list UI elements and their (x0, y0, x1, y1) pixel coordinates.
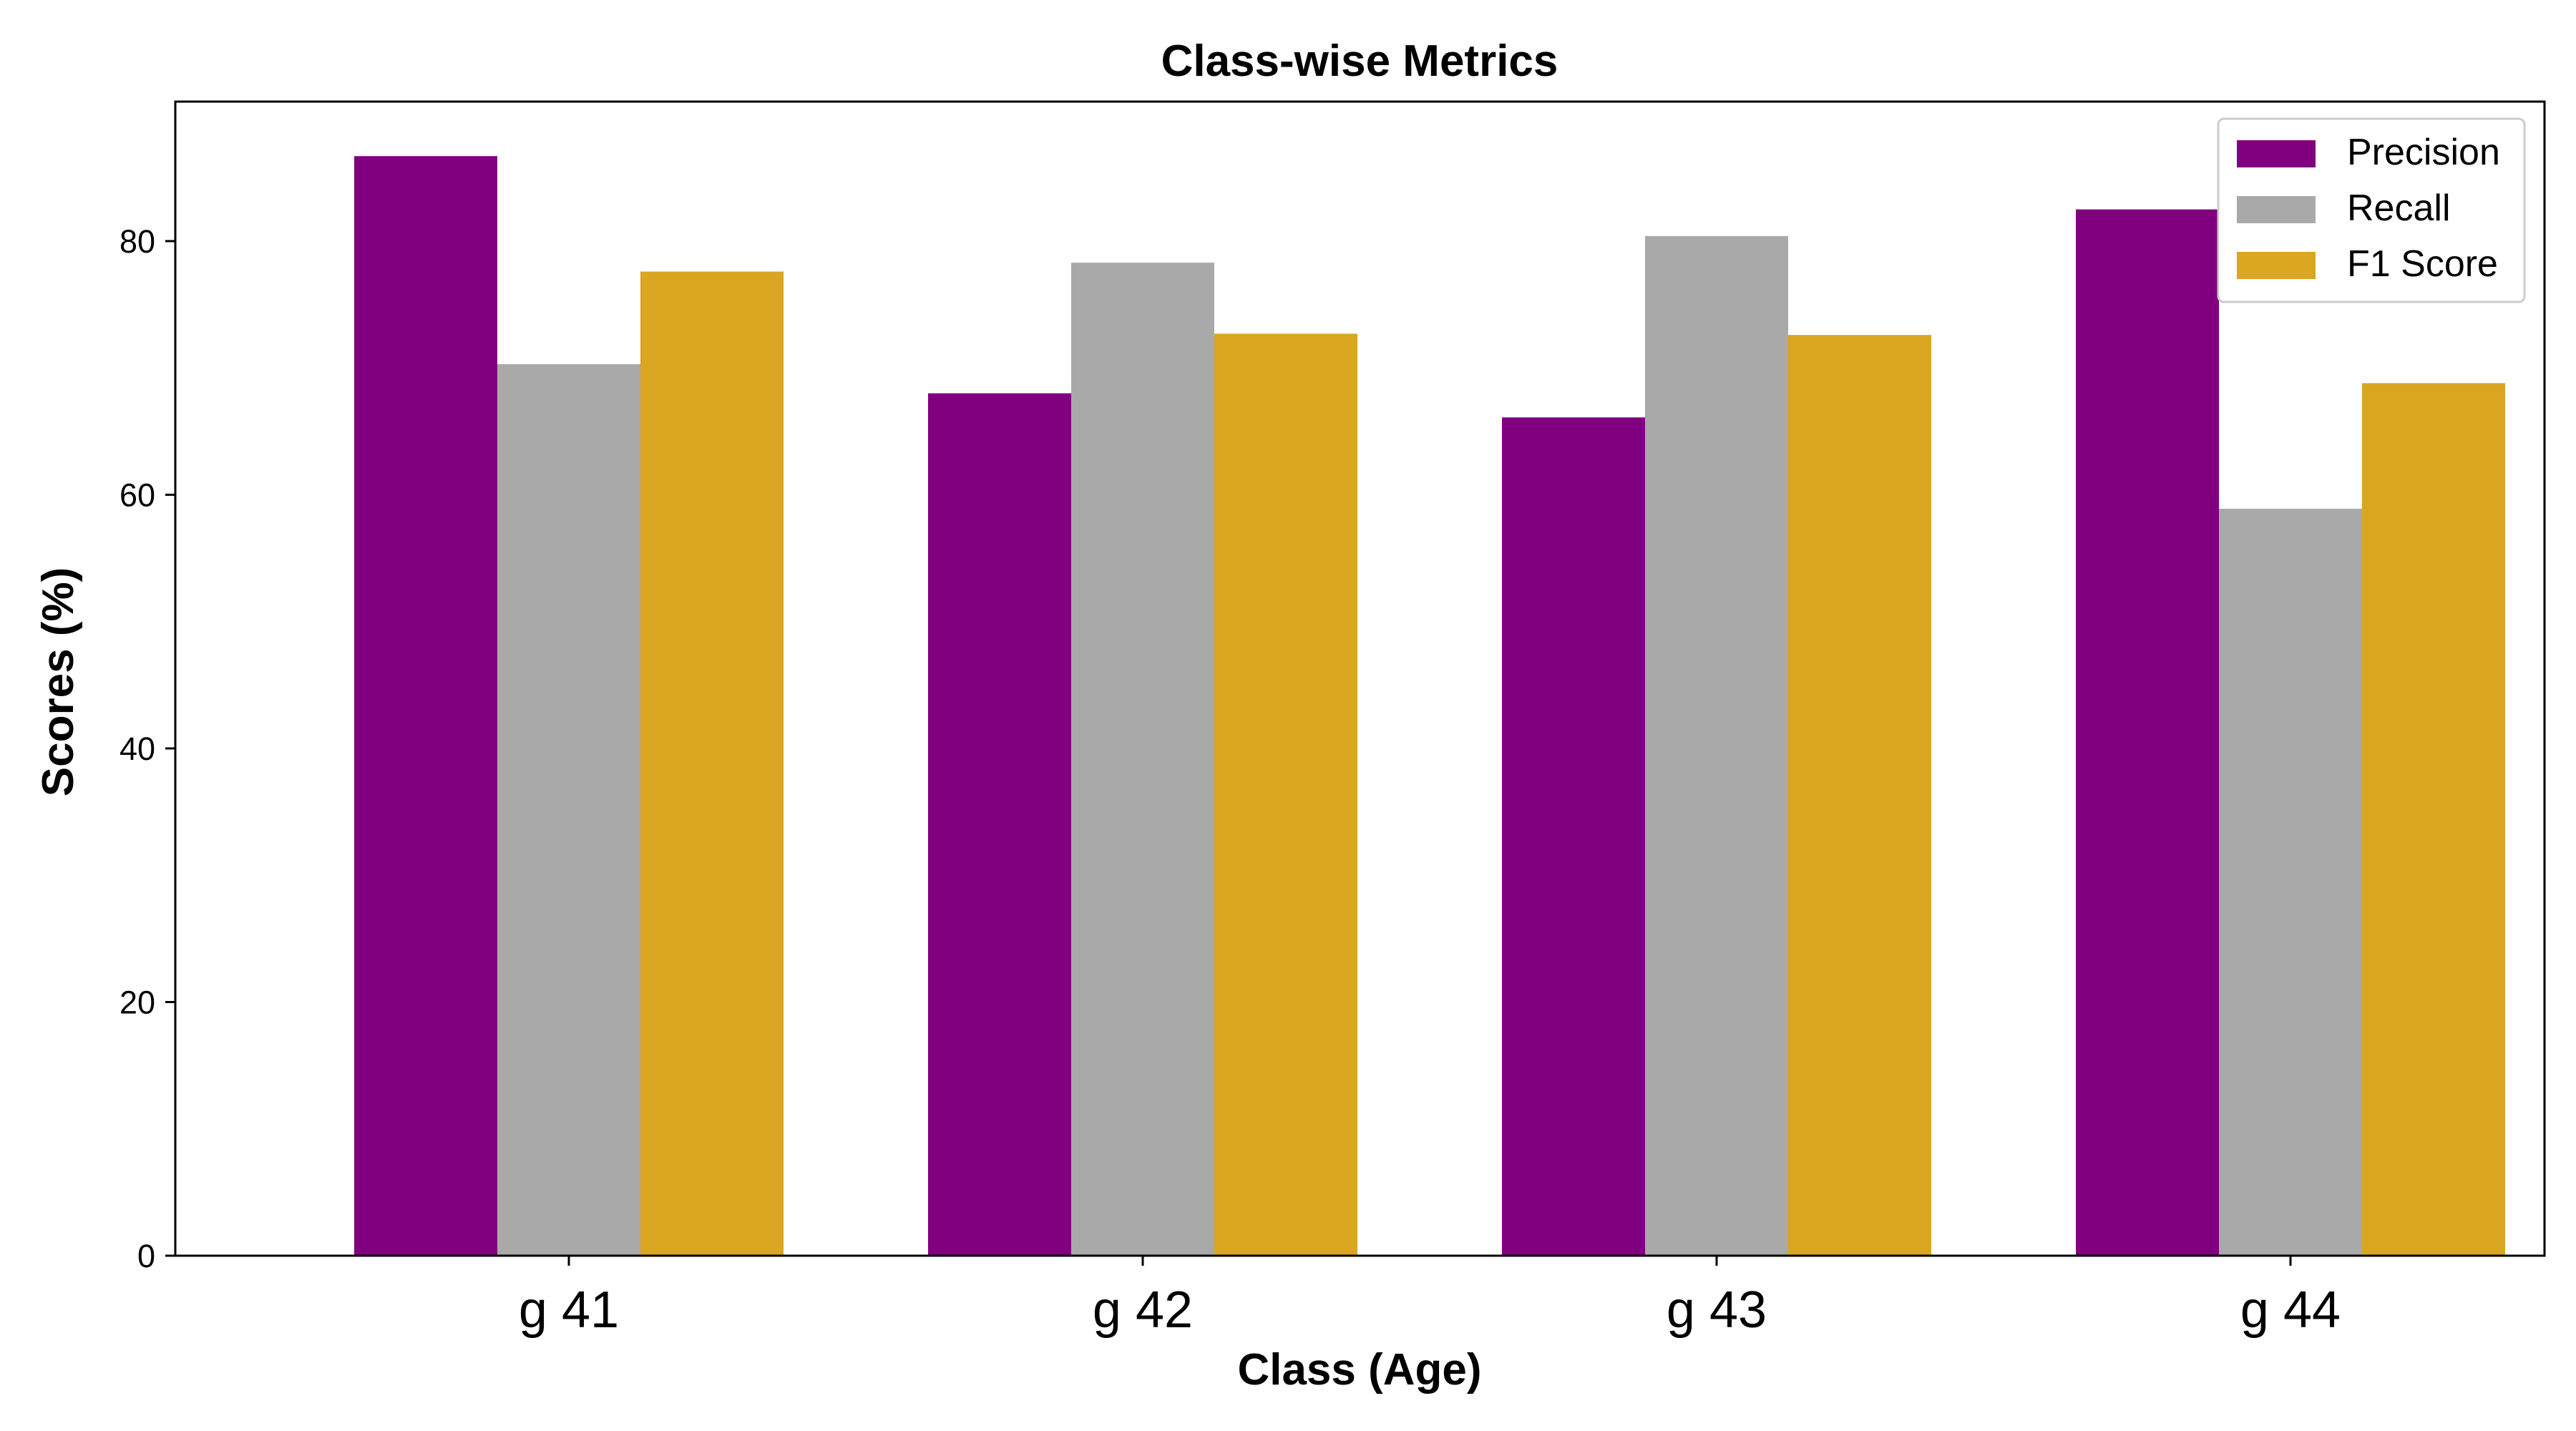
y-axis-ticks: 0 20 40 60 80 (119, 223, 175, 1274)
legend: Precision Recall F1 Score (2217, 117, 2526, 303)
bar-recall-g-42 (1071, 263, 1214, 1256)
bar-precision-g-42 (928, 393, 1071, 1256)
bar-recall-g-44 (2219, 508, 2362, 1256)
legend-swatch-f1-score (2237, 252, 2316, 279)
y-tick-label: 80 (119, 223, 155, 260)
bar-precision-g-44 (2076, 209, 2219, 1256)
x-axis-ticks: g 41 g 42 g 43 g 44 (519, 1256, 2341, 1339)
legend-label-f1-score: F1 Score (2347, 243, 2498, 285)
legend-swatch-recall (2237, 196, 2316, 223)
y-tick-label: 0 (137, 1238, 155, 1274)
legend-swatch-precision (2237, 140, 2316, 167)
bars-layer (354, 156, 2505, 1256)
x-tick-label: g 43 (1667, 1281, 1767, 1339)
bar-f1-score-g-43 (1788, 335, 1931, 1256)
y-tick-label: 60 (119, 477, 155, 513)
x-tick-label: g 44 (2240, 1281, 2341, 1339)
bar-recall-g-41 (497, 363, 640, 1256)
bar-f1-score-g-41 (640, 271, 784, 1256)
bar-f1-score-g-44 (2362, 383, 2505, 1256)
legend-label-precision: Precision (2347, 132, 2500, 173)
y-tick-label: 20 (119, 984, 155, 1020)
y-axis-label: Scores (%) (34, 567, 83, 796)
bar-precision-g-41 (354, 156, 497, 1256)
bar-precision-g-43 (1502, 417, 1645, 1256)
y-tick-label: 40 (119, 731, 155, 767)
x-tick-label: g 41 (519, 1281, 619, 1339)
chart-title: Class-wise Metrics (1161, 36, 1558, 86)
plot-area-frame (174, 100, 2546, 1257)
bar-recall-g-43 (1645, 235, 1788, 1256)
legend-label-recall: Recall (2347, 187, 2451, 229)
x-tick-label: g 42 (1093, 1281, 1193, 1339)
bar-f1-score-g-42 (1214, 333, 1357, 1256)
x-axis-label: Class (Age) (1237, 1345, 1481, 1395)
